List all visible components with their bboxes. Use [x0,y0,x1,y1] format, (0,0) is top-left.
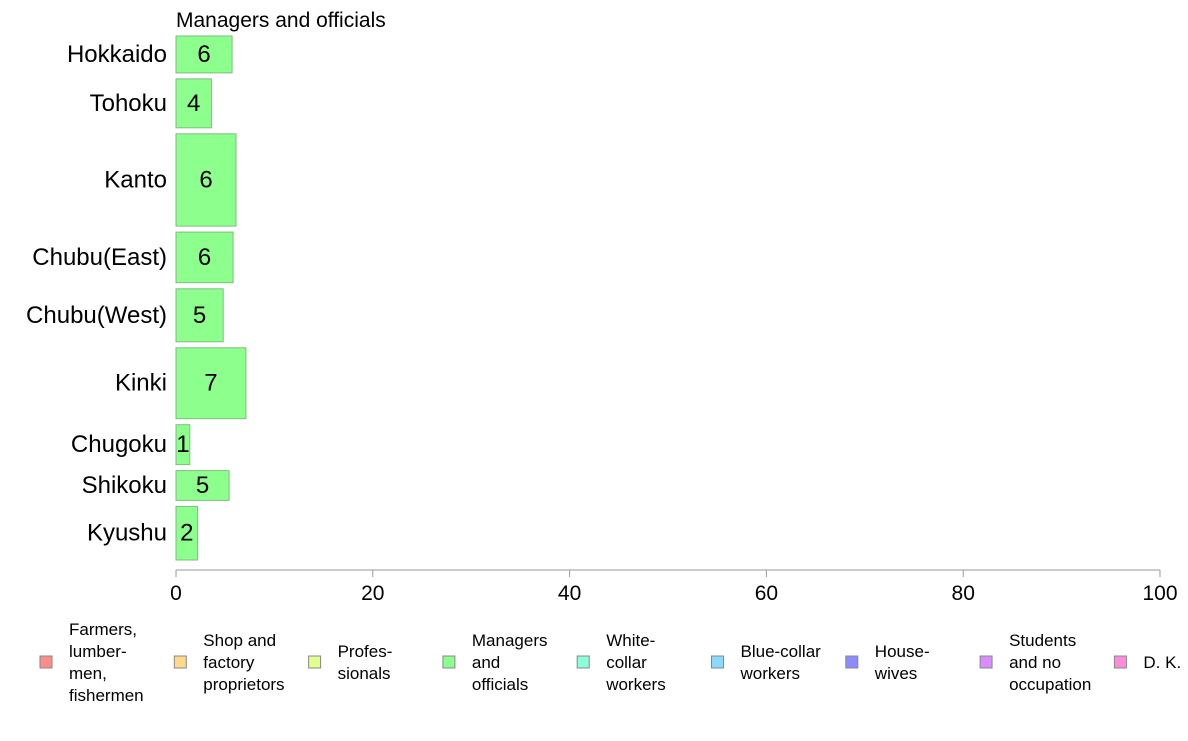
category-label: Chugoku [71,431,167,458]
category-label: Chubu(West) [26,302,167,329]
legend: Farmers, lumber-men, fishermen Shop and fact… [39,620,1181,705]
legend-label: Profes-sionals [338,642,393,683]
legend-swatch [1113,655,1127,669]
legend-label: Farmers, lumber-men, fishermen [69,620,144,705]
legend-item: D. K. [1113,653,1181,672]
category-labels: Hokkaido Tohoku Kanto Chubu(East) Chubu(West… [26,41,167,547]
bar-hokkaido [175,35,233,74]
category-label: Shikoku [82,472,167,499]
legend-label: Shop and factory proprietors [203,631,284,694]
category-label: Tohoku [90,90,167,117]
legend-swatch [845,655,859,669]
bar-kyushu [175,505,199,561]
bars [175,35,247,561]
bar-kinki [175,347,247,420]
legend-swatch [308,655,322,669]
bar-value-label: 6 [198,244,211,271]
bar-value-label: 6 [197,41,210,68]
bar-value-label: 7 [204,370,217,397]
x-tick-label: 40 [558,582,581,605]
bar-chugoku [175,424,191,466]
chart-title: Managers and officials [176,9,386,32]
legend-swatch [576,655,590,669]
bar-kanto [175,133,237,227]
legend-label: D. K. [1143,653,1181,672]
bar-value-label: 2 [180,520,193,547]
legend-swatch [442,655,456,669]
x-tick-label: 100 [1142,582,1177,605]
legend-label: Blue-collar workers [740,642,822,683]
legend-item: Profes-sionals [308,642,393,683]
category-label: Chubu(East) [32,244,167,271]
bar-value-label: 4 [187,90,200,117]
legend-swatch [711,655,724,669]
x-tick-label: 60 [755,582,778,605]
legend-swatch [979,655,993,669]
category-label: Hokkaido [67,41,167,68]
legend-item: House-wives [845,642,930,683]
bar-chubu-east- [175,231,234,284]
category-label: Kinki [115,370,167,397]
legend-label: Students and no occupation [1009,631,1091,694]
category-label: Kanto [104,166,167,193]
legend-item: Farmers, lumber-men, fishermen [39,620,144,705]
legend-item: Shop and factory proprietors [173,631,285,694]
x-tick-label: 80 [952,582,975,605]
bar-value-label: 5 [196,472,209,499]
category-label: Kyushu [87,520,167,547]
legend-item: White-collar workers [576,631,666,694]
x-tick-label: 20 [361,582,384,605]
legend-label: White-collar workers [605,631,666,694]
x-axis: 0 20 40 60 80 100 [170,569,1178,605]
legend-swatch [39,655,53,669]
bar-chubu-west- [175,288,224,343]
bar-value-label: 6 [199,166,212,193]
bar-value-label: 1 [176,431,189,458]
x-tick-label: 0 [170,582,182,605]
legend-item: Blue-collar workers [711,642,822,683]
legend-swatch [173,655,187,669]
legend-item: Students and no occupation [979,631,1091,694]
bar-tohoku [175,78,212,129]
bar-shikoku [175,470,230,501]
legend-label: House-wives [874,642,930,683]
legend-label: Managers and officials [472,631,548,694]
bar-value-label: 5 [193,302,206,329]
legend-item: Managers and officials [442,631,548,694]
